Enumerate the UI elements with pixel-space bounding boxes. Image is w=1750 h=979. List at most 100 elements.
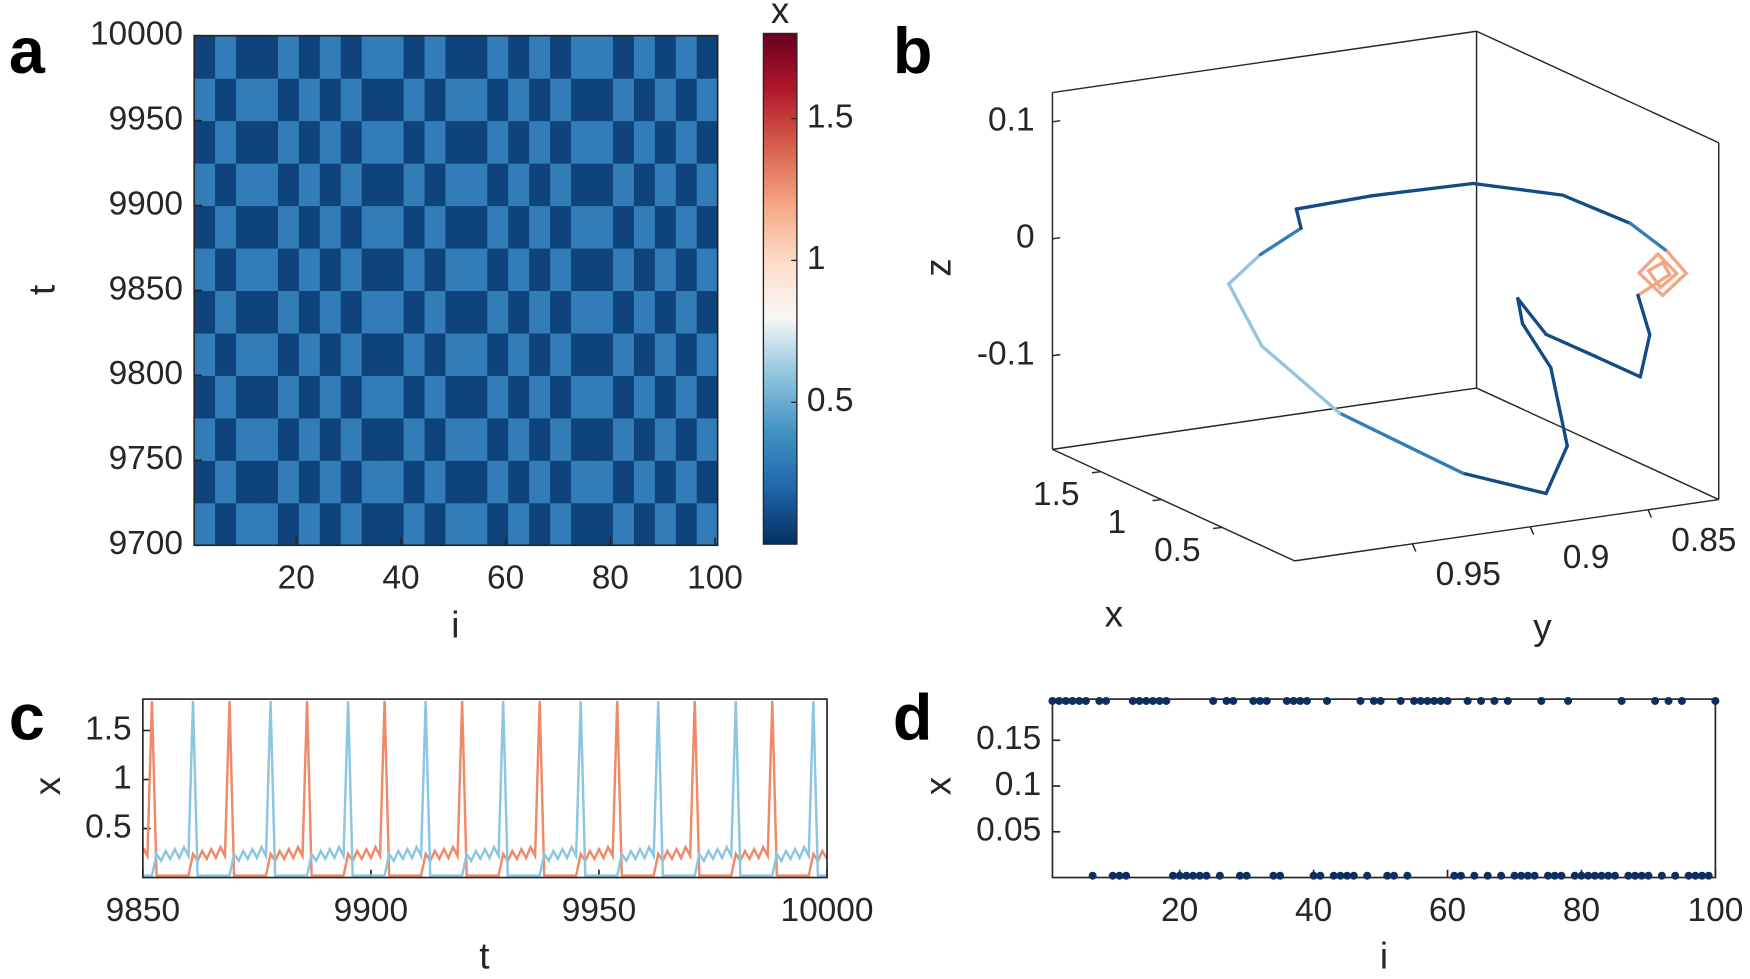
heatmap-cell [633, 78, 656, 122]
x-tick-label: 20 [278, 560, 315, 597]
heatmap-cell [257, 248, 279, 292]
heatmap-cell [550, 35, 572, 79]
trajectory-segment [1560, 193, 1632, 225]
heatmap-cell [612, 78, 635, 122]
heatmap-cell [236, 460, 258, 504]
heatmap-cell [654, 163, 677, 207]
heatmap-cell [633, 375, 656, 419]
heatmap-cell [319, 502, 342, 546]
trajectory-segment [1656, 252, 1679, 276]
heatmap-cell [194, 417, 216, 461]
panel-letter: b [893, 14, 933, 87]
heatmap-cell [340, 248, 363, 292]
trajectory-segment [1636, 272, 1672, 298]
heatmap-cell [654, 417, 677, 461]
line-series [141, 701, 829, 877]
trajectory-segment [1516, 297, 1525, 326]
heatmap-cell [340, 502, 363, 546]
scatter-point [1155, 696, 1164, 705]
heatmap-cell [277, 120, 300, 164]
heatmap-cell [403, 205, 426, 249]
heatmap-cell [612, 502, 635, 546]
heatmap-cell [612, 120, 635, 164]
colorbar-tick-label: 1 [807, 240, 826, 277]
heatmap-cell [319, 205, 342, 249]
heatmap-cell [194, 205, 216, 249]
z-tick-label: 0.1 [988, 102, 1035, 139]
heatmap-cell [382, 375, 405, 419]
heatmap-cell [298, 290, 321, 334]
scatter-point [1550, 871, 1559, 880]
x-tick-label: 20 [1161, 892, 1198, 929]
scatter-point [1343, 871, 1352, 880]
heatmap-cell [424, 120, 447, 164]
x-tick-label: 80 [592, 560, 629, 597]
x-tick-label: 40 [382, 560, 419, 597]
heatmap-cell [424, 78, 447, 122]
scatter-point [1671, 871, 1680, 880]
heatmap-cell [571, 163, 593, 207]
heatmap-cell [487, 417, 509, 461]
heatmap-cell [592, 460, 614, 504]
heatmap-cell [236, 163, 258, 207]
scatter-point [1256, 696, 1265, 705]
heatmap-cell [550, 290, 572, 334]
heatmap-cell [508, 502, 530, 546]
heatmap-cell [571, 205, 593, 249]
colorbar-label: x [771, 0, 789, 31]
heatmap-cell [277, 460, 300, 504]
trajectory-segment [1660, 271, 1688, 298]
scatter-point [1503, 696, 1512, 705]
scatter-point [1697, 871, 1707, 880]
scatter-point [1202, 871, 1211, 880]
heatmap-cell [592, 417, 614, 461]
heatmap-cell [550, 460, 572, 504]
scatter-point [1456, 871, 1465, 880]
heatmap-cell [466, 417, 488, 461]
scatter-point [1557, 871, 1566, 880]
scatter-point [1302, 696, 1311, 705]
heatmap-cell [194, 460, 216, 504]
heatmap-cell [319, 248, 342, 292]
scatter-point [1249, 696, 1258, 705]
scatter-point [1389, 871, 1398, 880]
heatmap-cell [445, 290, 467, 334]
heatmap-cell [277, 78, 300, 122]
scatter-point [1235, 871, 1244, 880]
heatmap-cell [508, 248, 530, 292]
heatmap-cell [633, 502, 656, 546]
x-tick-label: 0.5 [1154, 532, 1201, 569]
heatmap-cell [424, 502, 447, 546]
heatmap-cell [571, 35, 593, 79]
scatter-point [1577, 871, 1586, 880]
heatmap-cell [487, 205, 509, 249]
heatmap-cell [361, 205, 384, 249]
y-tick-label: 0.85 [1671, 522, 1736, 559]
scatter-point [1269, 871, 1278, 880]
y-axis-label: y [1533, 607, 1552, 648]
heatmap-cell [319, 332, 342, 376]
heatmap-cell [550, 120, 572, 164]
x-tick-label: 1 [1107, 504, 1126, 541]
heatmap-cell [319, 120, 342, 164]
heatmap-cell [403, 290, 426, 334]
axes-box-edge [1294, 498, 1719, 562]
heatmap-cell [592, 163, 614, 207]
heatmap-cell [194, 502, 216, 546]
axes-box-edge [1476, 387, 1720, 501]
y-tick-label: 9800 [109, 355, 183, 392]
heatmap-cell [277, 163, 300, 207]
heatmap-cell [466, 332, 488, 376]
scatter-point [1048, 696, 1057, 705]
axes-box-edge [1052, 448, 1295, 562]
heatmap-cell [445, 460, 467, 504]
heatmap-cell [571, 332, 593, 376]
x-tick-label: 100 [1687, 892, 1743, 929]
scatter-point [1543, 871, 1553, 880]
scatter-point [1624, 871, 1633, 880]
heatmap-cell [633, 332, 656, 376]
heatmap-cell [508, 375, 530, 419]
heatmap-cell [445, 332, 467, 376]
scatter-point [1497, 871, 1506, 880]
y-axis-label: x [27, 777, 68, 795]
